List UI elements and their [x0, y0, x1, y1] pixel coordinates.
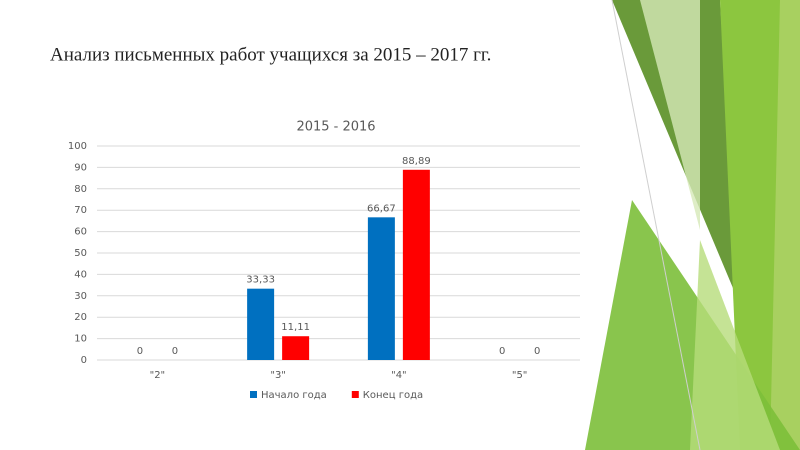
y-tick-label: 20	[74, 312, 87, 323]
y-tick-label: 70	[74, 205, 87, 216]
y-tick-label: 10	[74, 334, 87, 345]
x-tick-label: "3"	[270, 370, 286, 381]
chart-title: 2015 - 2016	[296, 120, 375, 135]
decor-triangle	[612, 0, 738, 300]
slide-title: Анализ письменных работ учащихся за 2015…	[50, 44, 491, 65]
y-tick-label: 80	[74, 184, 87, 195]
value-label: 88,89	[402, 156, 431, 167]
legend-label: Начало года	[261, 390, 327, 401]
decor-triangle	[640, 0, 700, 230]
y-tick-label: 90	[74, 162, 87, 173]
value-label: 0	[534, 346, 540, 357]
value-label: 0	[499, 346, 505, 357]
decor-line	[611, 0, 701, 450]
x-tick-label: "4"	[391, 370, 407, 381]
legend-swatch	[250, 391, 257, 398]
y-tick-label: 100	[68, 141, 87, 152]
y-tick-label: 40	[74, 269, 87, 280]
value-label: 66,67	[367, 203, 396, 214]
decor-strip	[770, 0, 800, 450]
bar	[367, 217, 395, 360]
value-label: 0	[137, 346, 143, 357]
x-tick-label: "2"	[150, 370, 166, 381]
value-label: 0	[172, 346, 178, 357]
value-label: 11,11	[281, 322, 310, 333]
decoration	[585, 0, 800, 450]
bar	[282, 336, 310, 360]
legend-label: Конец года	[363, 390, 423, 401]
bar	[247, 288, 275, 360]
decor-triangle	[690, 240, 780, 450]
y-tick-label: 50	[74, 248, 87, 259]
bar	[402, 169, 430, 360]
value-label: 33,33	[246, 275, 275, 286]
y-tick-label: 60	[74, 227, 87, 238]
y-tick-label: 0	[81, 355, 87, 366]
x-tick-label: "5"	[512, 370, 528, 381]
legend-swatch	[351, 391, 359, 398]
y-tick-label: 30	[74, 291, 87, 302]
